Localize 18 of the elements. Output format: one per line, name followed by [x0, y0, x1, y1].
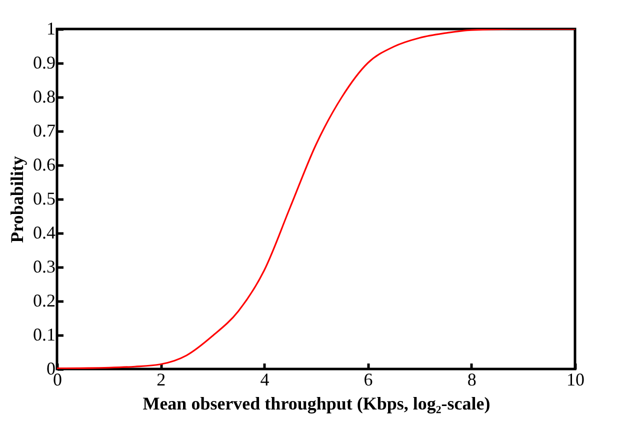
y-tick-label: 0.3 — [33, 256, 56, 276]
y-tick-label: 0.1 — [33, 324, 56, 344]
x-tick-label: 2 — [156, 370, 166, 390]
x-tick-label: 8 — [467, 370, 476, 390]
y-tick-label: 0.4 — [33, 222, 56, 242]
x-axis-title: Mean observed throughput (Kbps, log₂-scale) — [142, 394, 490, 414]
x-tick-label: 4 — [260, 370, 270, 390]
x-tick-label: 6 — [364, 370, 373, 390]
y-tick-label: 1 — [46, 18, 56, 38]
y-tick-label: 0.9 — [33, 52, 56, 72]
y-axis-title: Probability — [7, 156, 27, 243]
y-tick-label: 0.6 — [33, 154, 56, 174]
y-tick-label: 0.7 — [33, 120, 56, 140]
line-series — [57, 29, 575, 369]
y-tick-label: 0.8 — [33, 86, 56, 106]
y-tick-label: 0.5 — [33, 188, 56, 208]
y-tick-label: 0.2 — [33, 290, 56, 310]
x-tick-label: 10 — [566, 370, 584, 390]
